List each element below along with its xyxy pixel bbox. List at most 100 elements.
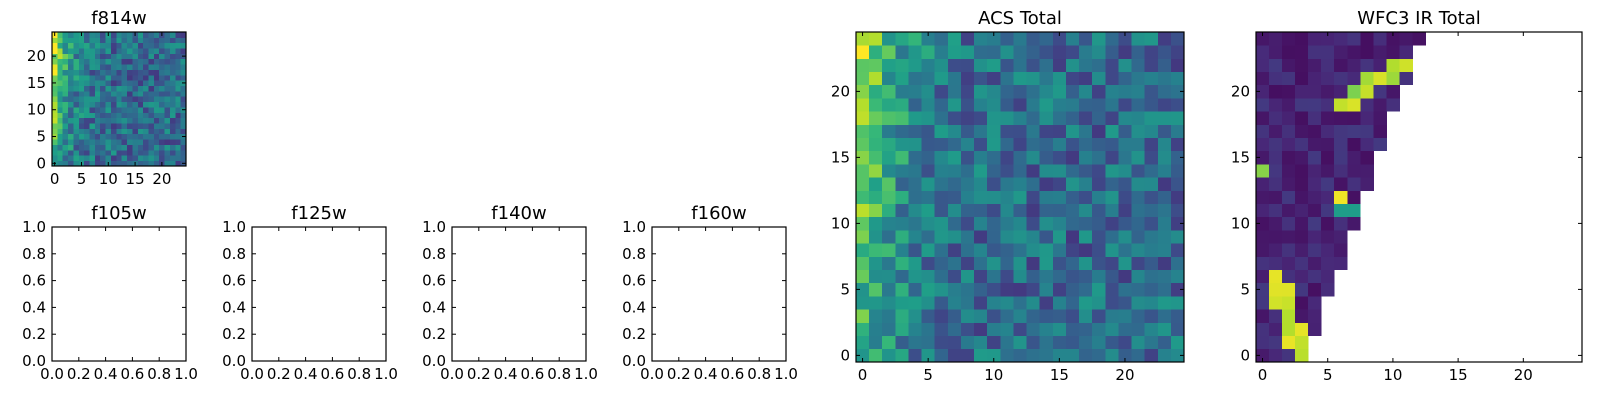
- heatmap-cell: [1386, 58, 1400, 72]
- heatmap-cell: [1360, 177, 1374, 191]
- heatmap-cell: [164, 149, 171, 156]
- heatmap-cell: [869, 348, 883, 363]
- heatmap-cell: [159, 69, 165, 76]
- heatmap-cell: [1065, 124, 1080, 138]
- heatmap-cell: [116, 58, 123, 65]
- heatmap-cell: [895, 348, 909, 363]
- heatmap-cell: [960, 256, 975, 270]
- heatmap-cell: [137, 155, 144, 162]
- heatmap-cell: [175, 74, 182, 81]
- heatmap-cell: [105, 155, 112, 162]
- heatmap-cell: [960, 230, 975, 244]
- heatmap-cell: [1052, 32, 1067, 46]
- heatmap-cell: [1360, 45, 1374, 59]
- heatmap-cell: [934, 216, 949, 231]
- heatmap-cell: [73, 128, 80, 135]
- x-tick-label: 0.8: [547, 365, 571, 383]
- heatmap-cell: [934, 243, 949, 257]
- heatmap-cell: [78, 112, 85, 119]
- heatmap-cell: [895, 190, 909, 204]
- heatmap-cell: [1170, 150, 1185, 165]
- heatmap-cell: [1000, 137, 1014, 152]
- heatmap-cell: [856, 164, 870, 178]
- heatmap-cell: [1144, 45, 1159, 59]
- heatmap-cell: [143, 101, 149, 108]
- heatmap-cell: [1013, 111, 1027, 125]
- heatmap-cell: [148, 37, 155, 44]
- heatmap-cell: [1269, 322, 1283, 336]
- heatmap-cell: [57, 37, 64, 44]
- heatmap-cell: [1026, 111, 1041, 125]
- heatmap-cell: [89, 48, 96, 54]
- heatmap-cell: [1347, 190, 1361, 204]
- heatmap-cell: [1065, 216, 1080, 231]
- heatmap-cell: [856, 282, 870, 297]
- heatmap-cell: [1256, 216, 1270, 231]
- heatmap-cell: [974, 296, 988, 310]
- heatmap-cell: [153, 155, 160, 162]
- heatmap-cell: [1295, 58, 1309, 72]
- heatmap-cell: [127, 139, 133, 145]
- heatmap-cell: [1092, 45, 1106, 59]
- heatmap-cell: [960, 243, 975, 257]
- heatmap-cell: [78, 144, 85, 151]
- x-tick-label: 10: [99, 170, 118, 188]
- heatmap-cell: [1399, 71, 1413, 86]
- heatmap-cell: [1052, 124, 1067, 138]
- heatmap-cell: [73, 149, 80, 156]
- heatmap-cell: [1026, 216, 1041, 231]
- heatmap-cell: [1105, 216, 1119, 231]
- heatmap-cell: [121, 96, 128, 103]
- heatmap-cell: [1256, 71, 1270, 86]
- heatmap-cell: [137, 58, 144, 65]
- heatmap-cell: [987, 45, 1001, 59]
- heatmap-cell: [57, 128, 64, 135]
- heatmap-cell: [105, 144, 112, 151]
- heatmap-cell: [869, 124, 883, 138]
- heatmap-cell: [1157, 150, 1172, 165]
- heatmap-cell: [132, 96, 139, 103]
- heatmap-cell: [143, 112, 149, 119]
- heatmap-cell: [1144, 243, 1159, 257]
- heatmap-cell: [148, 155, 155, 162]
- heatmap-cell: [137, 117, 144, 124]
- heatmap-cell: [1013, 269, 1027, 284]
- heatmap-cell: [869, 150, 883, 165]
- heatmap-cell: [1373, 71, 1387, 86]
- heatmap-cell: [62, 107, 69, 113]
- heatmap-cell: [175, 64, 182, 70]
- heatmap-cell: [1373, 98, 1387, 112]
- heatmap-cell: [78, 48, 85, 54]
- heatmap-cell: [1256, 84, 1270, 99]
- heatmap-cell: [73, 90, 80, 97]
- heatmap-cell: [143, 123, 149, 129]
- heatmap-cell: [1269, 216, 1283, 231]
- heatmap-cell: [153, 144, 160, 151]
- heatmap-cell: [921, 216, 936, 231]
- heatmap-cell: [143, 32, 149, 38]
- heatmap-cell: [1157, 177, 1172, 191]
- heatmap-cell: [1065, 98, 1080, 112]
- heatmap-cell: [105, 58, 112, 65]
- heatmap-cell: [1013, 243, 1027, 257]
- heatmap-cell: [73, 133, 80, 140]
- heatmap-cell: [57, 42, 64, 49]
- heatmap-cell: [921, 296, 936, 310]
- heatmap-cell: [84, 96, 90, 103]
- heatmap-cell: [100, 133, 106, 140]
- heatmap-cell: [137, 48, 144, 54]
- heatmap-cell: [1269, 269, 1283, 284]
- heatmap-cell: [1269, 309, 1283, 323]
- heatmap-cell: [987, 348, 1001, 363]
- y-tick-label: 20: [27, 47, 46, 65]
- heatmap-cell: [153, 48, 160, 54]
- heatmap-cell: [1092, 256, 1106, 270]
- heatmap-cell: [1039, 84, 1054, 99]
- heatmap-cell: [960, 98, 975, 112]
- heatmap-cell: [110, 149, 117, 156]
- heatmap-cell: [1256, 335, 1270, 350]
- y-tick-label: 10: [1231, 214, 1250, 232]
- heatmap-cell: [1334, 84, 1348, 99]
- heatmap-cell: [159, 155, 165, 162]
- heatmap-cell: [1308, 269, 1322, 284]
